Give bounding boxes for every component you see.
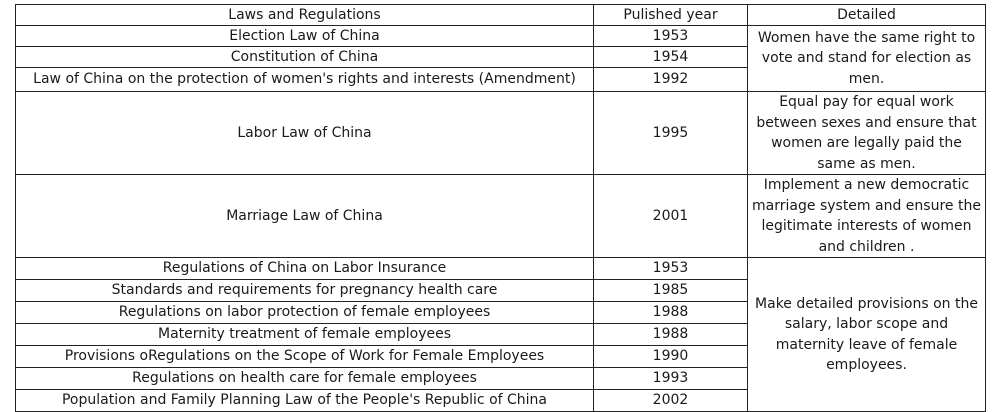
published-year: 1953 <box>593 257 748 280</box>
law-name: Marriage Law of China <box>15 174 594 258</box>
table-row: Regulations of China on Labor Insurance … <box>15 257 986 412</box>
law-name: Standards and requirements for pregnancy… <box>15 279 594 302</box>
table-row: Regulations on labor protection of femal… <box>15 301 986 324</box>
law-name: Regulations on labor protection of femal… <box>15 301 594 324</box>
laws-table: Laws and Regulations Pulished year Detai… <box>15 4 986 412</box>
header-row: Laws and Regulations Pulished year Detai… <box>15 4 986 26</box>
law-name: Constitution of China <box>15 46 594 68</box>
published-year: 1953 <box>593 25 748 47</box>
table-row: Labor Law of China 1995 Equal pay for eq… <box>15 91 986 175</box>
published-year: 1992 <box>593 67 748 92</box>
law-name: Election Law of China <box>15 25 594 47</box>
table-row: Provisions oRegulations on the Scope of … <box>15 345 986 368</box>
table-row: Standards and requirements for pregnancy… <box>15 279 986 302</box>
law-name: Population and Family Planning Law of th… <box>15 389 594 412</box>
detail-text: Equal pay for equal work between sexes a… <box>747 91 986 175</box>
published-year: 1990 <box>593 345 748 368</box>
published-year: 1993 <box>593 367 748 390</box>
published-year: 1954 <box>593 46 748 68</box>
table-row: Marriage Law of China 2001 Implement a n… <box>15 174 986 258</box>
published-year: 2002 <box>593 389 748 412</box>
published-year: 1988 <box>593 323 748 346</box>
published-year: 1995 <box>593 91 748 175</box>
law-name: Provisions oRegulations on the Scope of … <box>15 345 594 368</box>
table-row: Election Law of China 1953 Women have th… <box>15 25 986 92</box>
detail-text: Women have the same right to vote and st… <box>747 25 986 92</box>
law-name: Maternity treatment of female employees <box>15 323 594 346</box>
header-detailed: Detailed <box>747 4 986 26</box>
published-year: 1988 <box>593 301 748 324</box>
header-year: Pulished year <box>593 4 748 26</box>
published-year: 2001 <box>593 174 748 258</box>
law-name: Regulations of China on Labor Insurance <box>15 257 594 280</box>
detail-text: Implement a new democratic marriage syst… <box>747 174 986 258</box>
detail-text: Make detailed provisions on the salary, … <box>747 257 986 412</box>
header-laws: Laws and Regulations <box>15 4 594 26</box>
law-name: Regulations on health care for female em… <box>15 367 594 390</box>
law-name: Labor Law of China <box>15 91 594 175</box>
law-name: Law of China on the protection of women'… <box>15 67 594 92</box>
published-year: 1985 <box>593 279 748 302</box>
